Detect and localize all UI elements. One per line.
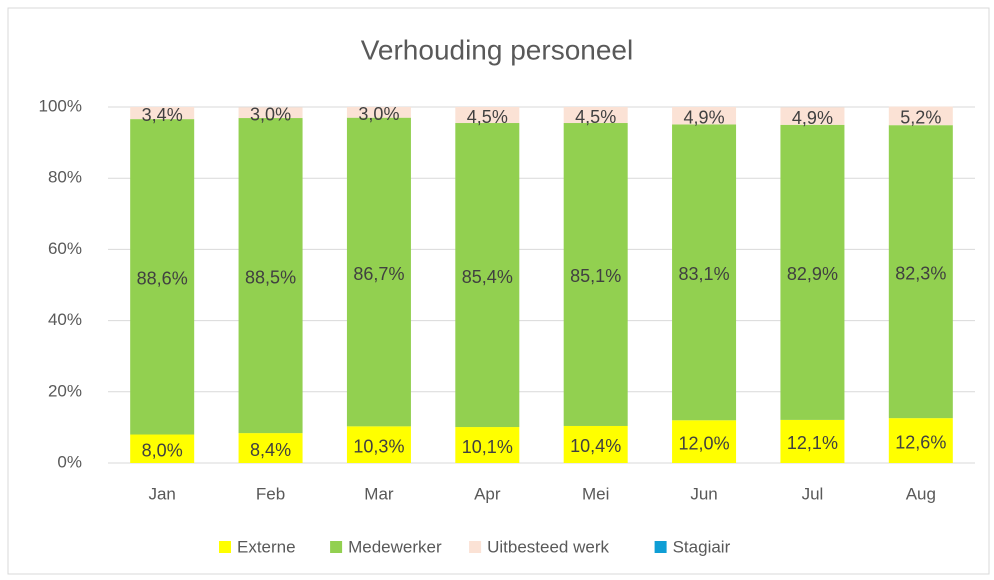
data-label: 83,1% <box>679 264 730 284</box>
chart-title: Verhouding personeel <box>361 34 633 65</box>
bar-segment <box>563 425 628 463</box>
x-tick-label: Feb <box>256 484 285 503</box>
y-tick-label: 40% <box>48 310 82 329</box>
x-tick-label: Mei <box>582 484 609 503</box>
legend-swatch <box>330 541 343 553</box>
bar-segment <box>780 107 845 125</box>
bar-segment <box>672 107 737 125</box>
data-label: 4,5% <box>467 107 508 127</box>
bar-segment <box>672 124 737 421</box>
data-label: 88,5% <box>245 267 296 287</box>
bar-segment <box>563 107 628 124</box>
data-label: 86,7% <box>353 264 404 284</box>
bar-segment <box>455 123 520 428</box>
legend-label: Uitbesteed werk <box>487 537 609 556</box>
x-tick-label: Aug <box>906 484 936 503</box>
bar-segment <box>130 434 195 463</box>
legend-label: Externe <box>237 537 296 556</box>
legend-label: Medewerker <box>348 537 442 556</box>
y-tick-label: 20% <box>48 381 82 400</box>
x-tick-label: Jan <box>148 484 175 503</box>
data-label: 12,1% <box>787 433 838 453</box>
y-tick-label: 0% <box>57 452 82 471</box>
x-tick-label: Jun <box>690 484 717 503</box>
data-label: 3,4% <box>142 105 183 125</box>
bar-segment <box>563 123 628 426</box>
data-label: 82,3% <box>895 263 946 283</box>
data-label: 12,6% <box>895 432 946 452</box>
x-tick-label: Jul <box>802 484 824 503</box>
data-label: 10,4% <box>570 436 621 456</box>
bar-segment <box>780 124 845 420</box>
bar-segment <box>130 107 195 120</box>
data-label: 85,1% <box>570 266 621 286</box>
bar-segment <box>346 107 411 118</box>
bar-segment <box>455 427 520 463</box>
bar-segment <box>346 117 411 427</box>
y-tick-label: 80% <box>48 168 82 187</box>
data-label: 82,9% <box>787 264 838 284</box>
bar-segment <box>238 433 303 463</box>
y-tick-label: 60% <box>48 239 82 258</box>
y-tick-label: 100% <box>39 96 82 115</box>
bar-segment <box>888 418 953 463</box>
bar-segment <box>238 118 303 434</box>
bar-segment <box>780 419 845 463</box>
data-label: 85,4% <box>462 267 513 287</box>
data-label: 8,4% <box>250 440 291 460</box>
bar-segment <box>130 119 195 435</box>
bar-segment <box>672 420 737 463</box>
data-label: 8,0% <box>142 441 183 461</box>
data-label: 4,5% <box>575 107 616 127</box>
data-label: 4,9% <box>684 107 725 127</box>
bar-segment <box>888 125 953 419</box>
data-label: 10,3% <box>353 436 404 456</box>
legend-swatch <box>219 541 231 553</box>
bar-segment <box>888 106 953 126</box>
data-label: 5,2% <box>900 108 941 128</box>
data-label: 3,0% <box>358 104 399 124</box>
bar-segment <box>455 107 520 124</box>
x-tick-label: Apr <box>474 484 501 503</box>
data-label: 12,0% <box>679 433 730 453</box>
x-tick-label: Mar <box>364 484 394 503</box>
data-label: 10,1% <box>462 437 513 457</box>
data-label: 3,0% <box>250 104 291 124</box>
data-label: 88,6% <box>137 269 188 289</box>
legend-label: Stagiair <box>673 537 731 556</box>
legend-swatch <box>654 541 667 553</box>
data-label: 4,9% <box>792 108 833 128</box>
legend-swatch <box>469 541 482 553</box>
bar-segment <box>346 426 411 463</box>
bar-segment <box>238 107 303 119</box>
